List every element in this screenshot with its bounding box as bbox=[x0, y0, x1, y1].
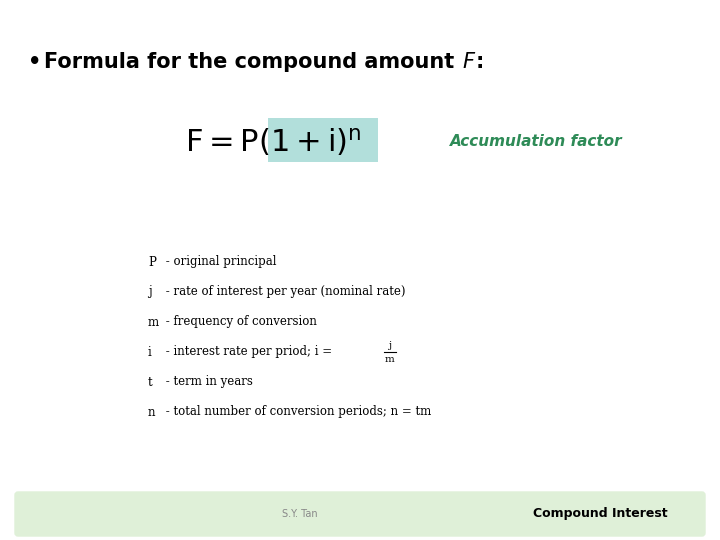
Text: t: t bbox=[148, 375, 153, 388]
Text: Formula for the compound amount: Formula for the compound amount bbox=[44, 52, 462, 72]
Text: n: n bbox=[148, 406, 156, 419]
Text: P: P bbox=[148, 255, 156, 268]
Text: - rate of interest per year (nominal rate): - rate of interest per year (nominal rat… bbox=[162, 286, 405, 299]
Text: S.Y. Tan: S.Y. Tan bbox=[282, 509, 318, 519]
Text: i: i bbox=[148, 346, 152, 359]
Bar bbox=[268, 118, 378, 162]
Text: $\mathit{F}$: $\mathit{F}$ bbox=[462, 52, 476, 72]
Text: •: • bbox=[28, 52, 41, 72]
Text: Accumulation factor: Accumulation factor bbox=[450, 134, 623, 150]
Text: $\mathsf{F = P(1+i)^n}$: $\mathsf{F = P(1+i)^n}$ bbox=[185, 126, 361, 158]
Text: m: m bbox=[148, 315, 159, 328]
Text: j: j bbox=[148, 286, 152, 299]
Text: Compound Interest: Compound Interest bbox=[533, 508, 667, 521]
Text: m: m bbox=[385, 355, 395, 364]
Text: - frequency of conversion: - frequency of conversion bbox=[162, 315, 317, 328]
Text: - original principal: - original principal bbox=[162, 255, 276, 268]
Text: j: j bbox=[388, 341, 392, 349]
Text: :: : bbox=[476, 52, 485, 72]
Text: - interest rate per priod; i =: - interest rate per priod; i = bbox=[162, 346, 336, 359]
Text: - total number of conversion periods; n = tm: - total number of conversion periods; n … bbox=[162, 406, 431, 419]
Text: - term in years: - term in years bbox=[162, 375, 253, 388]
FancyBboxPatch shape bbox=[15, 492, 705, 536]
